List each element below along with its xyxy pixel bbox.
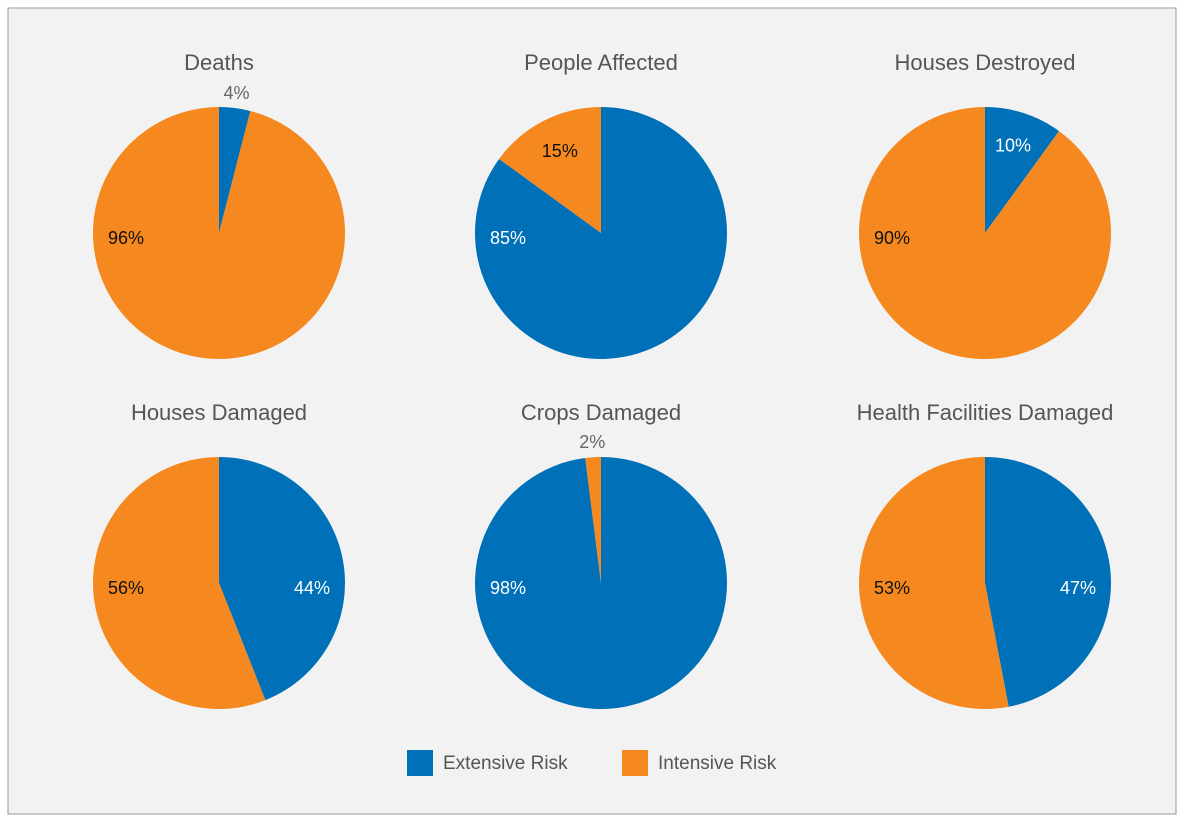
pie-slice <box>93 457 266 709</box>
pie-slice <box>219 457 346 701</box>
value-label: 4% <box>224 83 250 103</box>
legend-swatch <box>407 750 433 776</box>
value-label: 98% <box>490 578 526 598</box>
pie-title: People Affected <box>524 50 678 75</box>
legend-label: Extensive Risk <box>443 753 568 774</box>
pie-title: Deaths <box>184 50 254 75</box>
value-label: 85% <box>490 228 526 248</box>
pie-slice <box>499 107 601 233</box>
pie-title: Health Facilities Damaged <box>857 400 1114 425</box>
pie-title: Houses Destroyed <box>895 50 1076 75</box>
pie-title: Houses Damaged <box>131 400 307 425</box>
pie-slice <box>585 457 601 583</box>
pie-slice <box>475 457 728 710</box>
pie-slice <box>985 107 1060 233</box>
pie-title: Crops Damaged <box>521 400 681 425</box>
pie-slice <box>475 107 728 360</box>
value-label: 15% <box>542 141 578 161</box>
value-label: 2% <box>579 432 605 452</box>
value-label: 47% <box>1060 578 1096 598</box>
value-label: 96% <box>108 228 144 248</box>
value-label: 44% <box>294 578 330 598</box>
pie-slice <box>985 457 1111 707</box>
pie-slice <box>219 107 251 233</box>
legend-label: Intensive Risk <box>658 753 777 774</box>
value-label: 10% <box>995 135 1031 155</box>
value-label: 90% <box>874 228 910 248</box>
pie-slice <box>93 107 346 360</box>
pie-slice <box>859 107 1111 360</box>
value-label: 53% <box>874 578 910 598</box>
pie-slice <box>858 457 1009 709</box>
legend-swatch <box>622 750 648 776</box>
value-label: 56% <box>108 578 144 598</box>
